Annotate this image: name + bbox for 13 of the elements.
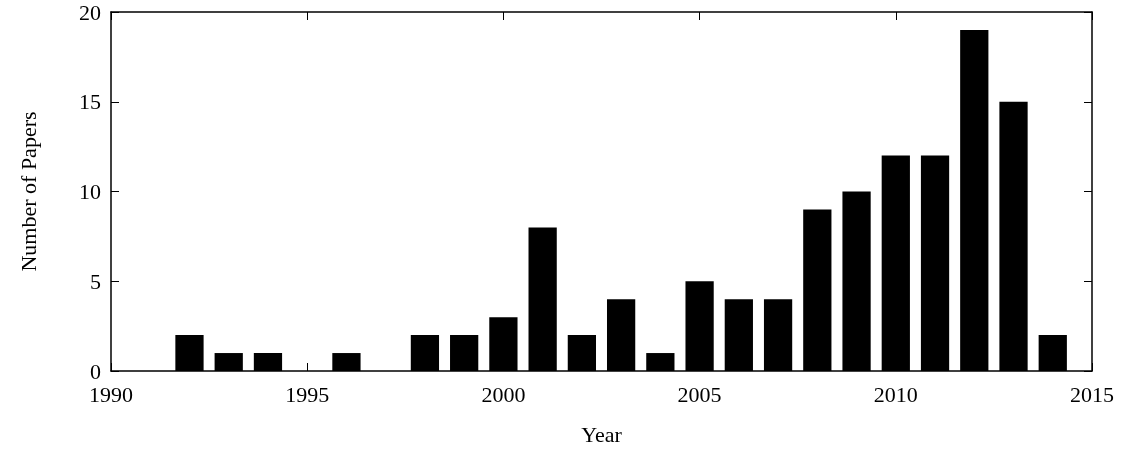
x-tick-label: 2015 <box>1070 381 1114 407</box>
x-tick-label: 1995 <box>285 381 330 407</box>
x-tick-label: 2005 <box>677 381 722 407</box>
x-tick-label: 2010 <box>873 381 918 407</box>
x-axis-title: Year <box>581 421 623 447</box>
y-tick-label: 0 <box>90 358 101 384</box>
x-tick-label: 2000 <box>481 381 526 407</box>
y-tick-label: 20 <box>79 0 101 25</box>
y-axis-title: Number of Papers <box>15 111 41 272</box>
y-tick-label: 10 <box>79 179 101 204</box>
y-tick-label: 5 <box>90 268 101 294</box>
x-tick-label: 1990 <box>89 381 133 407</box>
y-tick-label: 15 <box>79 89 101 115</box>
